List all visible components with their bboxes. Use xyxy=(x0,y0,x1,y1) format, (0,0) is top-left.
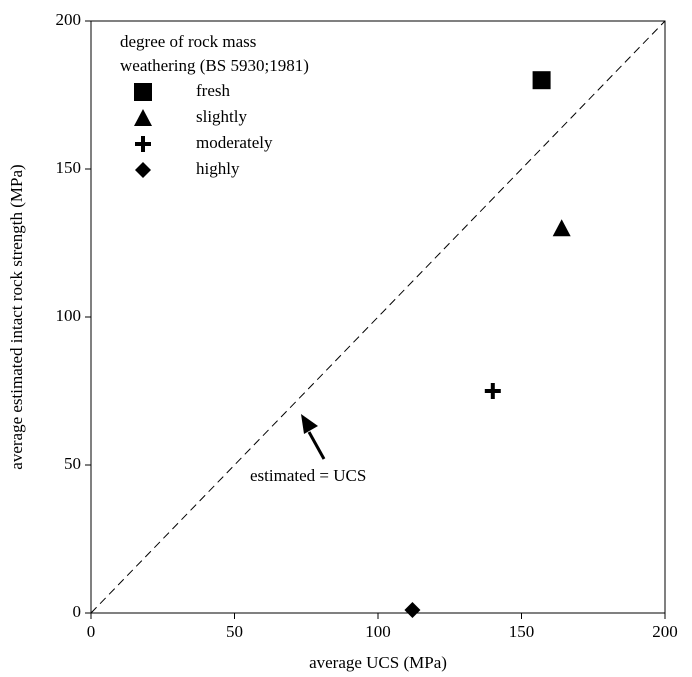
y-tick-label: 0 xyxy=(73,602,82,621)
identity-line xyxy=(90,20,666,614)
legend-marker xyxy=(135,162,151,178)
legend-label: slightly xyxy=(196,107,248,126)
x-tick-label: 100 xyxy=(365,622,391,641)
annotation: estimated = UCS xyxy=(250,466,366,485)
legend-marker xyxy=(134,83,152,101)
legend-label: moderately xyxy=(196,133,273,152)
annotation-arrowhead xyxy=(301,414,318,434)
marker xyxy=(484,383,501,399)
x-axis-label: average UCS (MPa) xyxy=(309,653,447,672)
legend-marker xyxy=(134,109,152,126)
y-axis-label: average estimated intact rock strength (… xyxy=(7,164,26,469)
legend-marker xyxy=(135,136,151,152)
legend-title: degree of rock mass xyxy=(120,32,256,51)
x-tick-label: 50 xyxy=(226,622,243,641)
x-tick-label: 0 xyxy=(87,622,96,641)
y-tick-label: 50 xyxy=(64,454,81,473)
legend-title: weathering (BS 5930;1981) xyxy=(120,56,309,75)
y-tick-label: 150 xyxy=(56,158,82,177)
legend-label: fresh xyxy=(196,81,230,100)
legend-label: highly xyxy=(196,159,240,178)
x-tick-label: 200 xyxy=(652,622,678,641)
y-tick-label: 200 xyxy=(56,10,82,29)
marker xyxy=(552,219,571,237)
marker xyxy=(404,602,421,619)
y-tick-label: 100 xyxy=(56,306,82,325)
annotation-arrow xyxy=(307,431,326,460)
marker xyxy=(532,71,551,90)
x-tick-label: 150 xyxy=(509,622,535,641)
